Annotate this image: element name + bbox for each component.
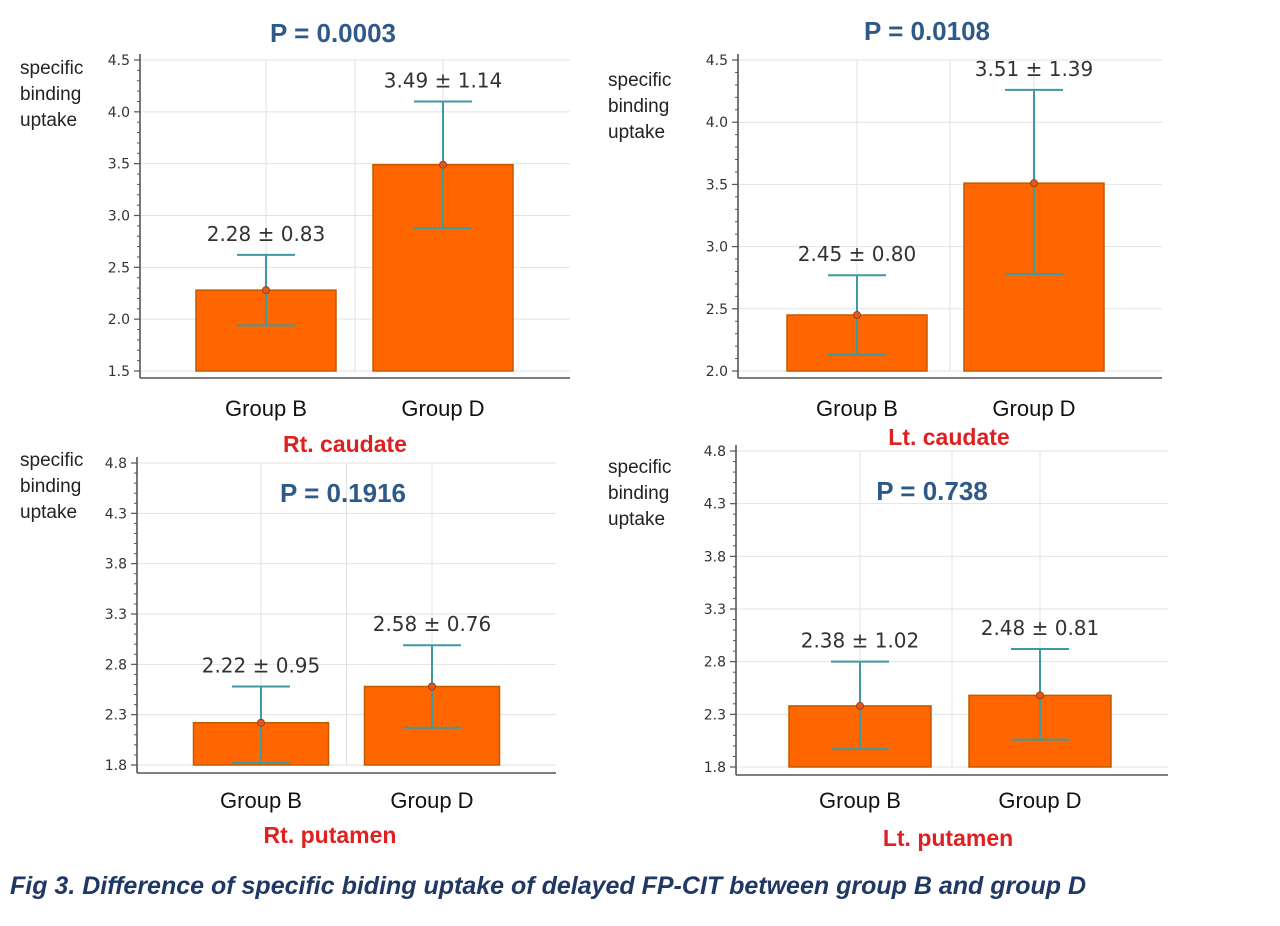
y-axis-label: specific binding uptake	[20, 58, 83, 131]
data-label: 2.45 ± 0.80	[798, 242, 917, 266]
y-tick-label: 4.3	[105, 506, 127, 522]
y-tick-label: 1.5	[108, 364, 130, 380]
region-label: Rt. caudate	[283, 431, 407, 457]
mean-marker	[853, 311, 861, 320]
y-tick-label: 2.5	[108, 260, 130, 276]
region-label: Rt. putamen	[264, 822, 397, 848]
y-tick-label: 2.3	[704, 707, 726, 723]
x-tick-label: Group B	[220, 788, 302, 813]
y-tick-label: 3.3	[704, 602, 726, 618]
y-tick-label: 2.0	[108, 312, 130, 328]
y-tick-label: 1.8	[105, 758, 127, 774]
y-tick-label: 4.3	[704, 497, 726, 513]
y-tick-label: 4.0	[108, 105, 130, 121]
data-label: 3.51 ± 1.39	[975, 57, 1094, 81]
y-tick-label: 4.8	[105, 456, 127, 472]
y-tick-label: 2.0	[706, 364, 728, 380]
y-tick-label: 3.3	[105, 607, 127, 623]
mean-marker	[428, 682, 436, 691]
y-tick-label: 2.8	[704, 655, 726, 671]
data-label: 2.28 ± 0.83	[207, 222, 326, 246]
data-label: 2.58 ± 0.76	[373, 612, 492, 636]
y-tick-label: 3.0	[706, 240, 728, 256]
data-label: 2.22 ± 0.95	[202, 653, 321, 677]
p-value-title: P = 0.738	[876, 476, 988, 506]
y-axis-label: specific binding uptake	[608, 70, 671, 143]
mean-marker	[262, 286, 270, 295]
figure-caption: Fig 3. Difference of specific biding upt…	[10, 872, 1087, 900]
x-tick-label: Group D	[390, 788, 473, 813]
y-tick-label: 3.8	[704, 549, 726, 565]
x-tick-label: Group B	[819, 788, 901, 813]
data-label: 2.38 ± 1.02	[801, 629, 920, 653]
y-tick-label: 4.5	[706, 53, 728, 69]
p-value-title: P = 0.0003	[270, 18, 396, 48]
mean-marker	[439, 160, 447, 169]
y-tick-label: 4.5	[108, 53, 130, 69]
x-tick-label: Group B	[225, 396, 307, 421]
x-tick-label: Group B	[816, 396, 898, 421]
data-label: 2.48 ± 0.81	[981, 616, 1100, 640]
p-value-title: P = 0.0108	[864, 16, 990, 46]
mean-marker	[1030, 179, 1038, 188]
data-label: 3.49 ± 1.14	[384, 68, 503, 92]
mean-marker	[856, 701, 864, 710]
x-tick-label: Group D	[992, 396, 1075, 421]
mean-marker	[257, 718, 265, 727]
y-tick-label: 2.8	[105, 657, 127, 673]
x-tick-label: Group D	[998, 788, 1081, 813]
mean-marker	[1036, 691, 1044, 700]
y-tick-label: 3.5	[706, 177, 728, 193]
y-tick-label: 4.8	[704, 444, 726, 460]
y-tick-label: 2.5	[706, 302, 728, 318]
y-axis-label: specific binding uptake	[20, 450, 83, 523]
y-tick-label: 3.0	[108, 209, 130, 225]
region-label: Lt. caudate	[888, 424, 1009, 450]
y-axis-label: specific binding uptake	[608, 457, 671, 530]
y-tick-label: 2.3	[105, 708, 127, 724]
p-value-title: P = 0.1916	[280, 478, 406, 508]
x-tick-label: Group D	[401, 396, 484, 421]
y-tick-label: 3.5	[108, 157, 130, 173]
y-tick-label: 4.0	[706, 115, 728, 131]
y-tick-label: 1.8	[704, 760, 726, 776]
y-tick-label: 3.8	[105, 557, 127, 573]
region-label: Lt. putamen	[883, 825, 1013, 851]
